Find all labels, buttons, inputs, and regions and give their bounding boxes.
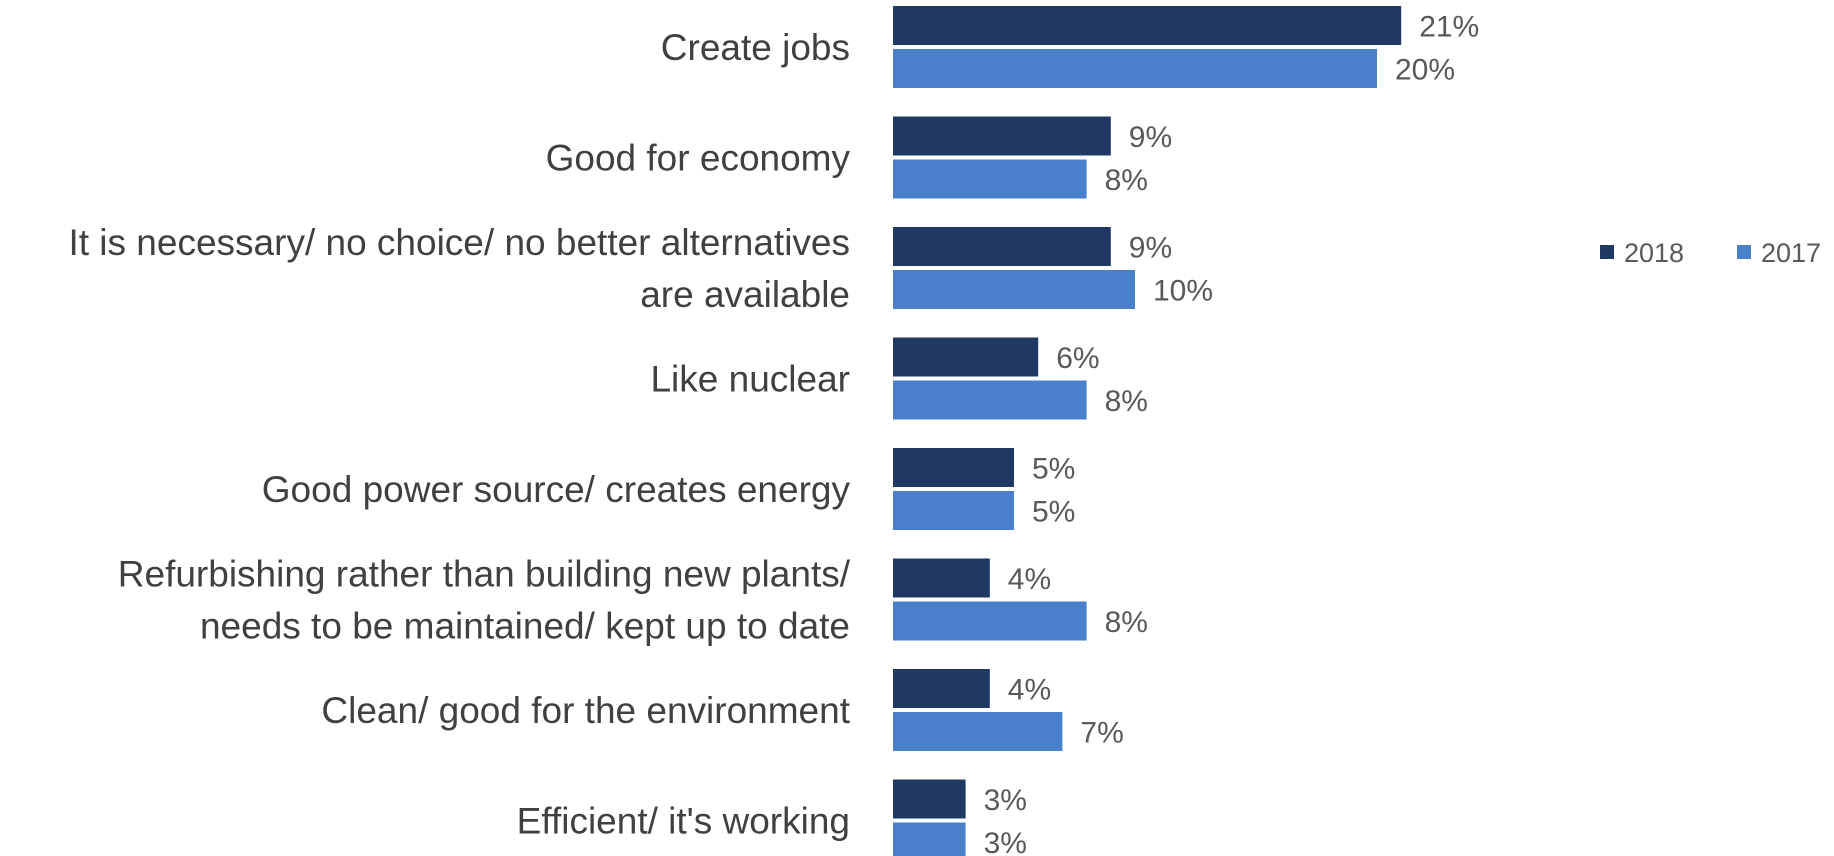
data-label: 9% — [1129, 232, 1172, 265]
category-label: It is necessary/ no choice/ no better al… — [68, 222, 850, 263]
bar-2017 — [893, 712, 1063, 751]
category-label: Refurbishing rather than building new pl… — [118, 554, 851, 595]
bar-2017 — [893, 822, 966, 856]
data-label: 4% — [1008, 563, 1051, 596]
legend-label: 2018 — [1624, 238, 1684, 268]
value-labels: 21%20%9%8%9%10%6%8%5%5%4%8%4%7%3%3% — [984, 11, 1480, 856]
data-label: 21% — [1419, 11, 1479, 44]
bar-2017 — [893, 601, 1087, 641]
data-label: 9% — [1129, 121, 1172, 154]
bar-2018 — [893, 227, 1111, 266]
bar-marks — [893, 6, 1402, 856]
data-label: 10% — [1153, 275, 1213, 308]
legend-swatch-2018 — [1600, 245, 1614, 259]
category-label: Good for economy — [546, 138, 851, 179]
bar-2018 — [893, 779, 966, 819]
bar-2017 — [893, 380, 1087, 420]
data-label: 6% — [1056, 342, 1099, 375]
category-label: Like nuclear — [650, 359, 850, 400]
data-label: 4% — [1008, 674, 1051, 707]
bar-2017 — [893, 491, 1014, 530]
bar-2018 — [893, 669, 990, 708]
category-label: Create jobs — [661, 27, 850, 68]
bar-2018 — [893, 448, 1014, 487]
data-label: 8% — [1105, 385, 1148, 418]
data-label: 8% — [1105, 606, 1148, 639]
bar-2018 — [893, 558, 990, 598]
data-label: 8% — [1105, 164, 1148, 197]
category-label: Efficient/ it's working — [517, 801, 850, 842]
bar-2018 — [893, 116, 1111, 156]
bar-2017 — [893, 159, 1087, 199]
category-label: are available — [640, 274, 850, 315]
data-label: 20% — [1395, 54, 1455, 87]
data-label: 5% — [1032, 496, 1075, 529]
data-label: 5% — [1032, 453, 1075, 486]
bar-2018 — [893, 6, 1402, 45]
legend-label: 2017 — [1761, 238, 1821, 268]
bar-2017 — [893, 270, 1135, 309]
category-label: Good power source/ creates energy — [262, 469, 851, 510]
category-labels: Create jobs Good for economy It is necessa… — [68, 27, 850, 842]
category-label: needs to be maintained/ kept up to date — [200, 606, 850, 647]
data-label: 3% — [984, 784, 1027, 817]
bar-2017 — [893, 49, 1377, 88]
category-label: Clean/ good for the environment — [321, 690, 850, 731]
data-label: 3% — [984, 827, 1027, 856]
legend: 2018 2017 — [1600, 238, 1821, 268]
legend-swatch-2017 — [1737, 245, 1751, 259]
data-label: 7% — [1080, 717, 1123, 750]
bar-2018 — [893, 337, 1039, 377]
